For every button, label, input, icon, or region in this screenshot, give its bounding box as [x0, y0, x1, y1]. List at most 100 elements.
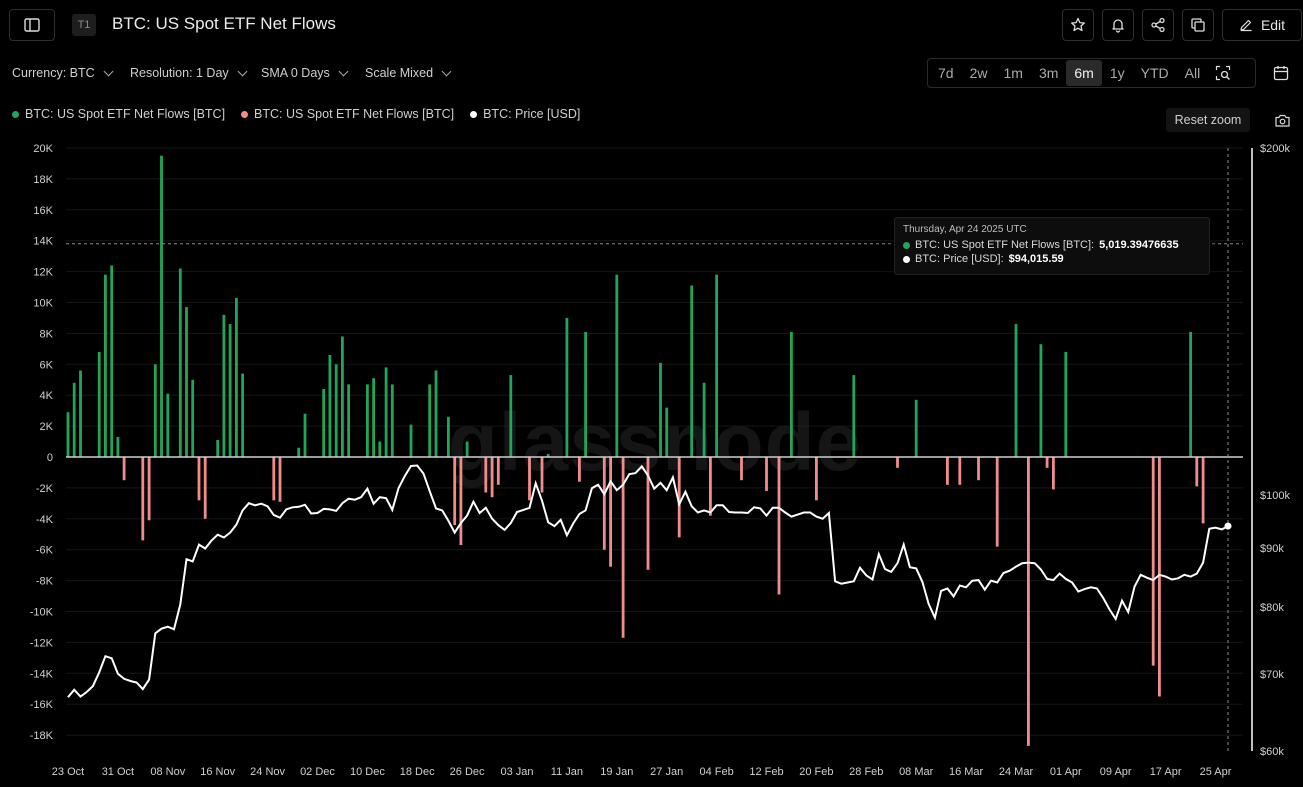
tooltip-flow-value: 5,019.39476635 [1099, 239, 1179, 251]
screenshot-button[interactable] [1272, 110, 1292, 130]
reset-zoom-button[interactable]: Reset zoom [1166, 108, 1250, 132]
x-tick-label: 17 Apr [1150, 766, 1182, 778]
inflow-bar [1064, 351, 1068, 457]
legend-dot [12, 110, 19, 118]
outflow-bar [540, 457, 544, 493]
chevron-down-icon [103, 66, 114, 76]
share-button[interactable] [1142, 9, 1174, 41]
inflow-bar [347, 384, 350, 457]
y-axis-left-labels: 20K 18K 16K 14K 12K 10K 8K 6K 4K 2K 0 -2K -4K -6K -8K -… [30, 143, 54, 742]
legend-item[interactable]: BTC: US Spot ETF Net Flows [BTC] [12, 106, 225, 122]
inflow-bar [702, 382, 706, 457]
x-tick-label: 28 Feb [849, 766, 883, 778]
inflow-bar [110, 265, 114, 457]
outflow-bar [528, 457, 531, 501]
inflow-bar [584, 331, 587, 457]
inflow-bar [341, 336, 344, 457]
y-left-tick-label: 14K [33, 236, 53, 248]
edit-button[interactable]: Edit [1222, 9, 1302, 41]
x-tick-label: 16 Mar [949, 766, 984, 778]
x-tick-label: 10 Dec [350, 766, 385, 778]
resolution-dropdown[interactable]: Resolution: 1 Day [130, 66, 248, 80]
x-tick-label: 11 Jan [551, 766, 583, 778]
outflow-bar [1027, 457, 1030, 746]
y-left-tick-label: -8K [36, 576, 54, 588]
outflow-bar [896, 457, 899, 468]
inflow-bar [384, 367, 388, 457]
range-button-3m[interactable]: 3m [1038, 65, 1059, 81]
y-right-tick-label: $80k [1260, 602, 1284, 614]
outflow-bar [453, 457, 457, 525]
y-left-tick-label: 16K [33, 205, 53, 217]
inflow-bar [665, 407, 669, 457]
outflow-bar [496, 457, 500, 485]
y-right-tick-label: $60k [1260, 746, 1284, 758]
x-tick-label: 02 Dec [300, 766, 335, 778]
outflow-bar [609, 457, 612, 567]
outflow-bar [740, 457, 743, 481]
alerts-button[interactable] [1102, 9, 1134, 41]
inflow-bar [297, 447, 301, 457]
inflow-bar [366, 384, 369, 457]
sidebar-icon [24, 18, 40, 32]
resolution-label: Resolution: 1 Day [130, 66, 229, 80]
x-axis-labels: 23 Oct 31 Oct 08 Nov 16 Nov 24 Nov 02 Dec 10 D… [52, 766, 1232, 778]
x-tick-label: 03 Jan [500, 766, 533, 778]
top-bar: T1 BTC: US Spot ETF Net Flows Edit [0, 0, 1303, 52]
inflow-bar [191, 379, 195, 458]
tooltip-flow-dot [903, 241, 910, 249]
favorite-button[interactable] [1062, 9, 1094, 41]
scale-label: Scale Mixed [365, 66, 434, 80]
range-button-all[interactable]: All [1184, 65, 1201, 81]
x-tick-label: 24 Nov [250, 766, 285, 778]
range-button-1y[interactable]: 1y [1109, 65, 1125, 81]
outflow-bar [602, 457, 606, 550]
inflow-bar [509, 375, 513, 457]
y-axis-right-labels: $200k $100k $90k $80k $70k $60k [1260, 143, 1290, 758]
outflow-bar [578, 457, 581, 482]
calendar-icon [1273, 66, 1289, 81]
range-button-7d[interactable]: 7d [938, 65, 954, 81]
zoom-select-button[interactable] [1208, 60, 1238, 86]
range-button-ytd[interactable]: YTD [1140, 65, 1169, 81]
inflow-bar [565, 317, 569, 457]
bell-icon [1112, 19, 1124, 33]
sidebar-toggle-button[interactable] [9, 9, 55, 41]
y-left-tick-label: 6K [40, 359, 54, 371]
range-button-1m[interactable]: 1m [1003, 65, 1023, 81]
inflow-bar [334, 364, 338, 457]
y-left-tick-label: -16K [30, 699, 54, 711]
inflow-bar [303, 413, 307, 457]
duplicate-button[interactable] [1182, 9, 1214, 41]
outflow-bar [977, 457, 980, 481]
outflow-bar [122, 457, 126, 481]
y-right-tick-label: $70k [1260, 669, 1284, 681]
flow-bars [66, 155, 1205, 746]
outflow-bar [946, 457, 949, 485]
currency-dropdown[interactable]: Currency: BTC [12, 66, 114, 80]
y-left-tick-label: -2K [36, 483, 54, 495]
sma-label: SMA 0 Days [261, 66, 330, 80]
outflow-bar [1201, 457, 1205, 524]
range-button-6m[interactable]: 6m [1066, 60, 1102, 86]
zoom-select-icon [1216, 65, 1231, 81]
x-tick-label: 18 Dec [400, 766, 435, 778]
legend-item[interactable]: BTC: Price [USD] [470, 106, 580, 122]
scale-dropdown[interactable]: Scale Mixed [365, 66, 452, 80]
copy-icon [1191, 18, 1205, 32]
legend-item[interactable]: BTC: US Spot ETF Net Flows [BTC] [241, 106, 454, 122]
y-left-tick-label: 18K [33, 174, 53, 186]
inflow-bar [104, 274, 107, 457]
y-left-tick-label: 20K [33, 143, 53, 155]
x-tick-label: 01 Apr [1050, 766, 1082, 778]
x-tick-label: 16 Nov [200, 766, 235, 778]
sma-dropdown[interactable]: SMA 0 Days [261, 66, 349, 80]
y-left-tick-label: -18K [30, 730, 54, 742]
tooltip-flow-label: BTC: US Spot ETF Net Flows [BTC]: [915, 239, 1095, 251]
hover-price-marker [1224, 522, 1232, 530]
outflow-bar [203, 457, 207, 519]
calendar-button[interactable] [1265, 58, 1297, 88]
tier-badge: T1 [72, 14, 96, 36]
range-button-2w[interactable]: 2w [969, 65, 988, 81]
